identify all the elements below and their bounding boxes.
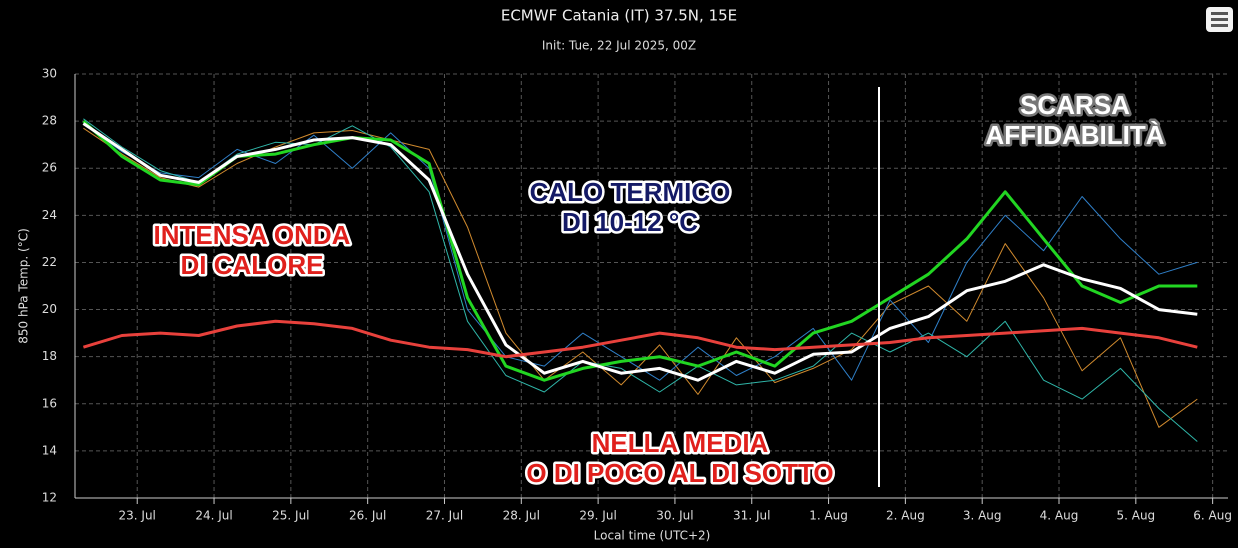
annotation: DI 10-12 °C	[562, 207, 698, 237]
x-tick-label: 29. Jul	[579, 509, 616, 523]
series-line	[82, 319, 1198, 359]
y-axis-label: 850 hPa Temp. (°C)	[17, 228, 31, 344]
y-tick-label: 12	[42, 491, 57, 505]
series-line	[82, 122, 1198, 382]
annotation: DI CALORE	[181, 250, 324, 280]
y-tick-label: 22	[42, 255, 57, 269]
series-line	[82, 119, 1198, 382]
series-line	[83, 123, 1198, 381]
series-line	[83, 118, 1198, 442]
x-tick-label: 24. Jul	[195, 509, 232, 523]
y-tick-label: 30	[42, 67, 57, 81]
y-tick-label: 20	[42, 302, 57, 316]
x-tick-label: 6. Aug	[1193, 509, 1232, 523]
menu-icon-bar[interactable]	[1211, 12, 1228, 15]
menu-button[interactable]	[1206, 7, 1233, 32]
annotation: O DI POCO AL DI SOTTO	[526, 458, 833, 488]
annotation: AFFIDABILITÀ	[985, 120, 1164, 150]
x-tick-label: 25. Jul	[272, 509, 309, 523]
annotation: INTENSA ONDA	[154, 220, 351, 250]
chart-title: ECMWF Catania (IT) 37.5N, 15E	[501, 7, 737, 25]
x-tick-label: 31. Jul	[733, 509, 770, 523]
x-tick-label: 5. Aug	[1116, 509, 1155, 523]
x-tick-label: 3. Aug	[963, 509, 1002, 523]
x-tick-label: 30. Jul	[656, 509, 693, 523]
menu-icon-bar[interactable]	[1211, 18, 1228, 21]
y-tick-label: 26	[42, 161, 57, 175]
y-tick-label: 24	[42, 208, 57, 222]
x-tick-label: 1. Aug	[809, 509, 848, 523]
annotation: SCARSA	[1020, 90, 1130, 120]
annotation: CALO TERMICO	[530, 177, 731, 207]
x-tick-label: 26. Jul	[349, 509, 386, 523]
x-tick-label: 27. Jul	[426, 509, 463, 523]
x-axis-label: Local time (UTC+2)	[594, 529, 711, 543]
x-tick-label: 2. Aug	[886, 509, 925, 523]
y-tick-label: 14	[42, 443, 57, 457]
y-tick-label: 18	[42, 349, 57, 363]
annotation: NELLA MEDIA	[592, 428, 769, 458]
y-tick-label: 28	[42, 114, 57, 128]
x-tick-label: 4. Aug	[1040, 509, 1079, 523]
chart-subtitle: Init: Tue, 22 Jul 2025, 00Z	[542, 39, 696, 53]
y-tick-label: 16	[42, 396, 57, 410]
x-tick-label: 23. Jul	[119, 509, 156, 523]
x-tick-label: 28. Jul	[503, 509, 540, 523]
menu-icon-bar[interactable]	[1211, 24, 1228, 27]
